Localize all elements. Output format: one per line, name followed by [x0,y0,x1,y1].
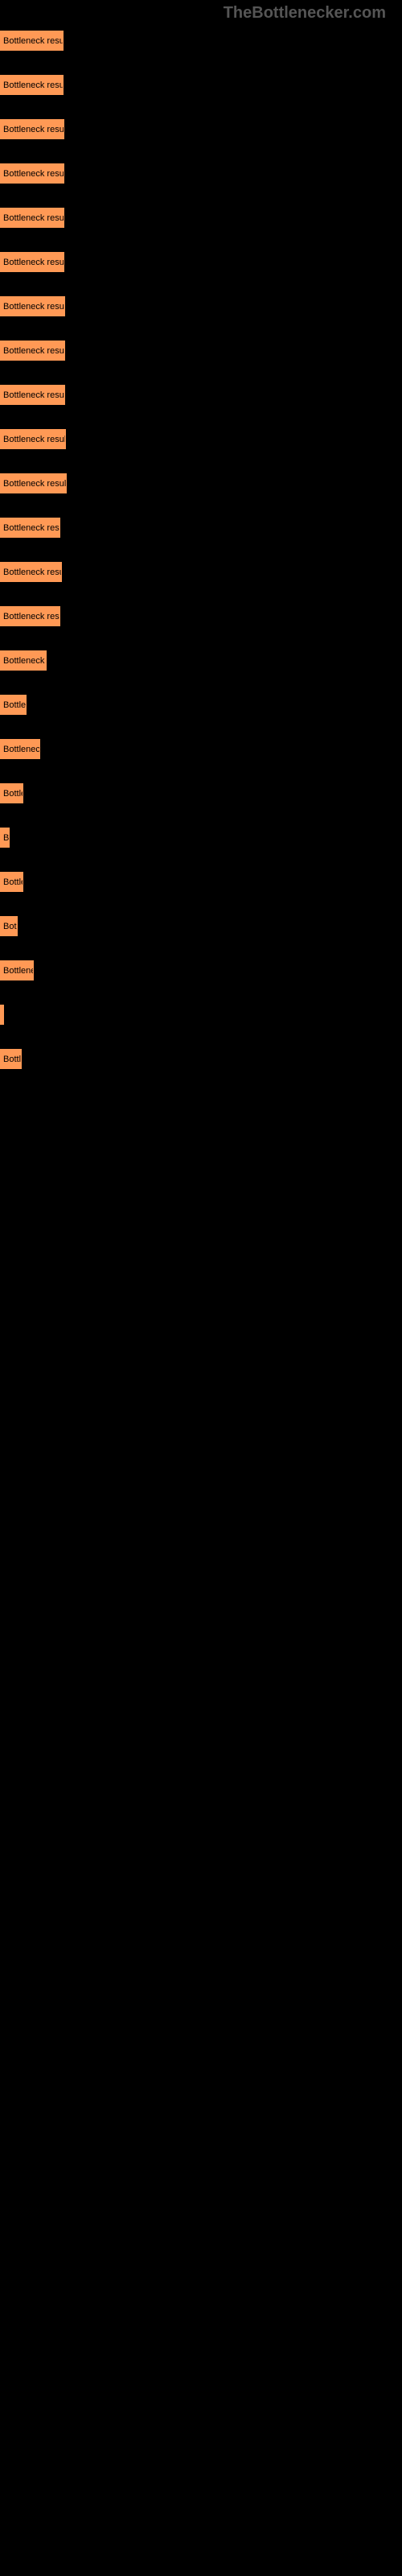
bar-label: Bottleneck r [3,656,47,666]
chart-row: Bottleneck resul [0,562,402,582]
bar-label: Bottleneck result [3,435,66,444]
chart-row: Bottl [0,1049,402,1069]
chart-row: Bottleneck result [0,385,402,405]
bar-label: Bottlene [3,966,34,976]
chart-row: Bottleneck resu [0,606,402,626]
chart-bar: Bottleneck result [0,252,64,272]
bar-label: Bottleneck result [3,346,65,356]
bottleneck-chart: Bottleneck result Bottleneck result Bottle… [0,23,402,1101]
bar-label: Bottleneck result [3,169,64,179]
bar-label: Bottle [3,877,23,887]
chart-bar: Bottleneck result [0,385,65,405]
bar-label: B [3,833,9,843]
chart-bar [0,1005,4,1025]
chart-bar: Bottleneck result [0,75,64,95]
chart-row: Bottleneck result [0,473,402,493]
chart-row: Bottlene [0,960,402,980]
chart-row: Bottleneck result [0,429,402,449]
bar-label: Bottleneck result [3,36,64,46]
chart-bar: Bottler [0,695,27,715]
chart-bar: Bottleneck resu [0,518,60,538]
bar-label: Bottleneck result [3,125,64,134]
bar-label: Bottler [3,700,27,710]
bar-label: Bottleneck result [3,213,64,223]
chart-bar: Bottleneck r [0,650,47,671]
chart-bar: B [0,828,10,848]
chart-bar: Bot [0,916,18,936]
chart-row: Bottleneck result [0,252,402,272]
chart-row: Bottleneck result [0,296,402,316]
chart-bar: Bottl [0,1049,22,1069]
bar-label: Bot [3,922,17,931]
bar-label: Bottleneck result [3,258,64,267]
bar-label: Bottle [3,789,23,799]
chart-bar: Bottle [0,783,23,803]
chart-row: Bottleneck r [0,650,402,671]
chart-row: Bottleneck resu [0,518,402,538]
chart-row: Bottle [0,783,402,803]
chart-row: Bottleneck result [0,31,402,51]
chart-row: B [0,828,402,848]
chart-bar: Bottle [0,872,23,892]
chart-row: Bot [0,916,402,936]
bar-label: Bottleneck [3,745,40,754]
chart-bar: Bottleneck resul [0,562,62,582]
chart-bar: Bottleneck result [0,296,65,316]
chart-row: Bottleneck result [0,341,402,361]
chart-row: Bottleneck result [0,208,402,228]
bar-label: Bottleneck resu [3,612,60,621]
chart-row: Bottle [0,872,402,892]
chart-row [0,1005,402,1025]
chart-row: Bottleneck result [0,75,402,95]
chart-bar: Bottleneck result [0,119,64,139]
chart-bar: Bottleneck result [0,208,64,228]
chart-row: Bottleneck result [0,163,402,184]
chart-bar: Bottleneck result [0,163,64,184]
bar-label: Bottleneck result [3,302,65,312]
bar-label: Bottleneck result [3,479,67,489]
chart-row: Bottler [0,695,402,715]
chart-bar: Bottleneck resu [0,606,60,626]
bar-label: Bottleneck resul [3,568,62,577]
chart-bar: Bottleneck result [0,429,66,449]
watermark-text: TheBottlenecker.com [0,0,402,23]
bar-label: Bottl [3,1055,21,1064]
chart-bar: Bottleneck [0,739,40,759]
chart-row: Bottleneck [0,739,402,759]
bar-label: Bottleneck result [3,390,65,400]
chart-bar: Bottlene [0,960,34,980]
chart-row: Bottleneck result [0,119,402,139]
chart-bar: Bottleneck result [0,473,67,493]
bar-label: Bottleneck result [3,80,64,90]
bar-label: Bottleneck resu [3,523,60,533]
chart-bar: Bottleneck result [0,341,65,361]
chart-bar: Bottleneck result [0,31,64,51]
